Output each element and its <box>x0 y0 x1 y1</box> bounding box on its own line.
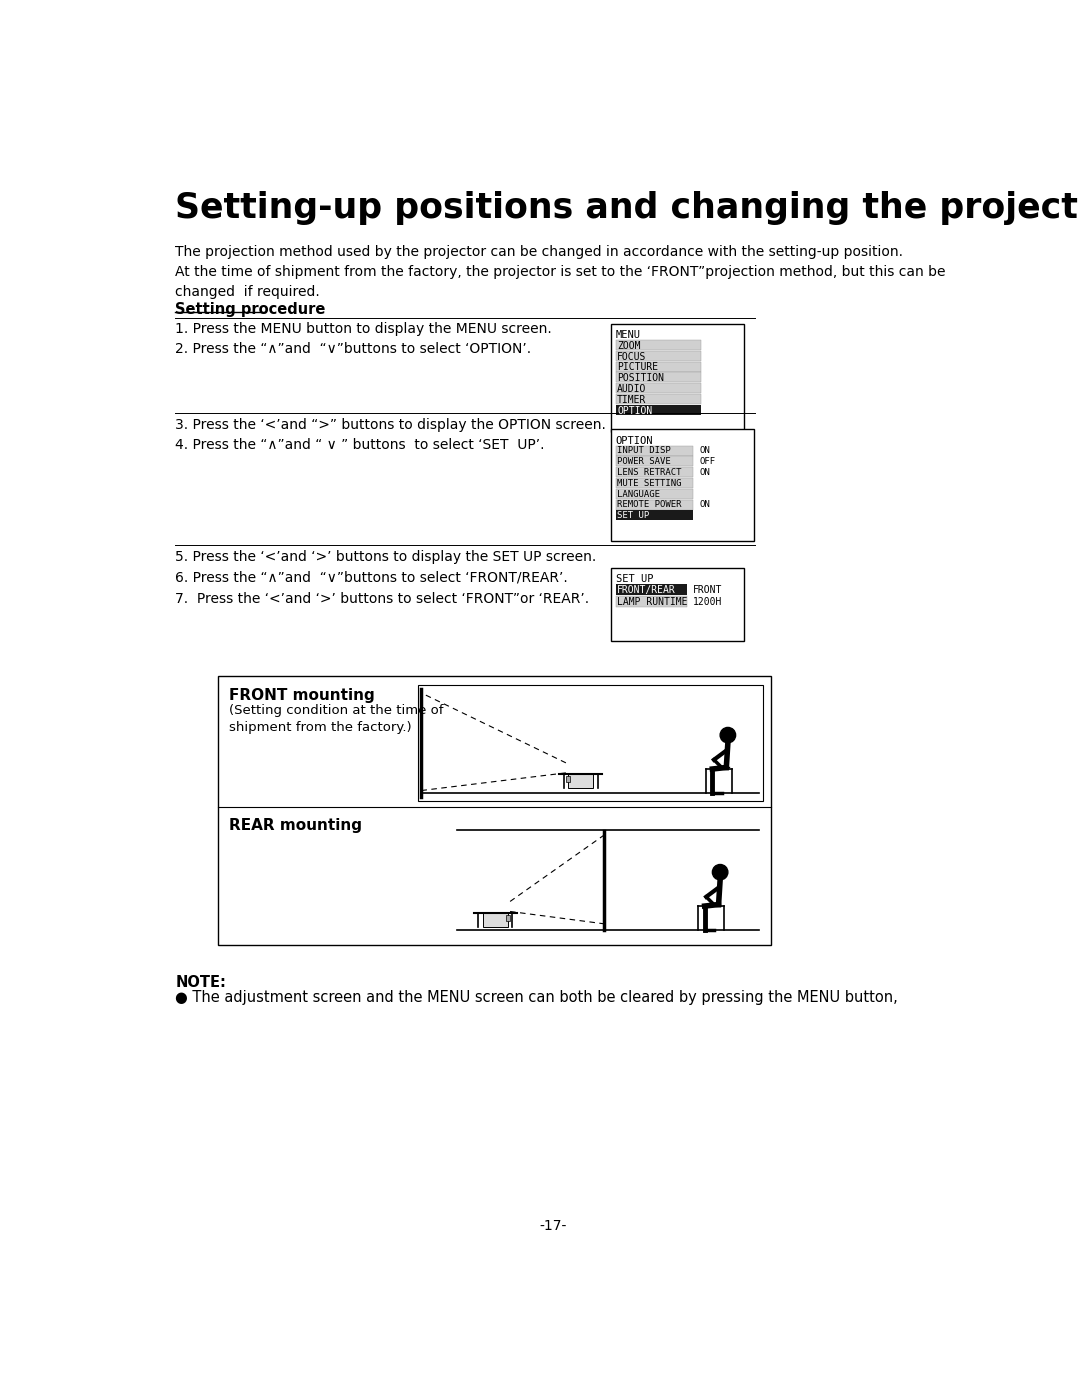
Text: SET UP: SET UP <box>617 511 649 520</box>
Text: Setting-up positions and changing the projection method: Setting-up positions and changing the pr… <box>175 191 1080 225</box>
Text: OPTION: OPTION <box>616 436 653 446</box>
Text: PICTURE: PICTURE <box>617 362 658 373</box>
Text: ON: ON <box>700 447 711 455</box>
Text: FRONT mounting: FRONT mounting <box>229 689 375 703</box>
Text: FRONT: FRONT <box>693 585 723 595</box>
Bar <box>611 324 744 432</box>
Bar <box>616 595 687 606</box>
Bar <box>418 685 762 800</box>
Bar <box>616 467 693 478</box>
Text: FRONT/REAR: FRONT/REAR <box>617 585 676 595</box>
Bar <box>616 457 693 467</box>
Text: SET UP: SET UP <box>616 574 653 584</box>
Bar <box>616 394 701 404</box>
Bar <box>616 446 693 455</box>
Bar <box>616 500 693 510</box>
Text: LAMP RUNTIME: LAMP RUNTIME <box>617 597 688 606</box>
Bar <box>616 351 701 360</box>
Text: Setting procedure: Setting procedure <box>175 302 326 317</box>
Circle shape <box>720 728 735 743</box>
Text: 3. Press the ‘<’and “>” buttons to display the OPTION screen.
4. Press the “∧”an: 3. Press the ‘<’and “>” buttons to displ… <box>175 418 606 453</box>
Bar <box>616 383 701 393</box>
Text: The projection method used by the projector can be changed in accordance with th: The projection method used by the projec… <box>175 244 946 299</box>
Bar <box>568 774 593 788</box>
Bar <box>616 373 701 383</box>
Bar <box>616 405 701 415</box>
Text: INPUT DISP: INPUT DISP <box>617 447 671 455</box>
Text: 1200H: 1200H <box>693 597 723 606</box>
Text: REAR mounting: REAR mounting <box>229 817 362 833</box>
Bar <box>616 489 693 499</box>
Bar <box>616 478 693 488</box>
Bar <box>611 569 744 641</box>
Text: OPTION: OPTION <box>617 405 652 415</box>
Text: 1. Press the MENU button to display the MENU screen.
2. Press the “∧”and  “∨”but: 1. Press the MENU button to display the … <box>175 321 552 356</box>
Text: LENS RETRACT: LENS RETRACT <box>617 468 681 476</box>
Bar <box>483 914 508 926</box>
Text: ZOOM: ZOOM <box>617 341 640 351</box>
Text: OFF: OFF <box>700 457 716 467</box>
Text: ON: ON <box>700 468 711 476</box>
Bar <box>616 362 701 372</box>
Bar <box>566 775 570 782</box>
Bar <box>616 339 701 351</box>
Text: (Setting condition at the time of
shipment from the factory.): (Setting condition at the time of shipme… <box>229 704 443 733</box>
Bar <box>611 429 754 541</box>
Text: MUTE SETTING: MUTE SETTING <box>617 479 681 488</box>
Text: LANGUAGE: LANGUAGE <box>617 489 660 499</box>
Text: TIMER: TIMER <box>617 395 647 405</box>
Text: FOCUS: FOCUS <box>617 352 647 362</box>
Bar <box>616 584 687 595</box>
Text: POWER SAVE: POWER SAVE <box>617 457 671 467</box>
Text: ● The adjustment screen and the MENU screen can both be cleared by pressing the : ● The adjustment screen and the MENU scr… <box>175 990 899 1004</box>
Bar <box>616 510 693 520</box>
Text: REMOTE POWER: REMOTE POWER <box>617 500 681 510</box>
Text: 5. Press the ‘<’and ‘>’ buttons to display the SET UP screen.
6. Press the “∧”an: 5. Press the ‘<’and ‘>’ buttons to displ… <box>175 550 596 605</box>
Text: MENU: MENU <box>616 330 640 339</box>
Text: AUDIO: AUDIO <box>617 384 647 394</box>
Text: POSITION: POSITION <box>617 373 664 383</box>
Circle shape <box>713 865 728 880</box>
Bar <box>507 915 510 921</box>
Text: NOTE:: NOTE: <box>175 975 226 989</box>
Text: -17-: -17- <box>540 1218 567 1232</box>
Bar <box>218 676 770 946</box>
Text: ON: ON <box>700 500 711 510</box>
